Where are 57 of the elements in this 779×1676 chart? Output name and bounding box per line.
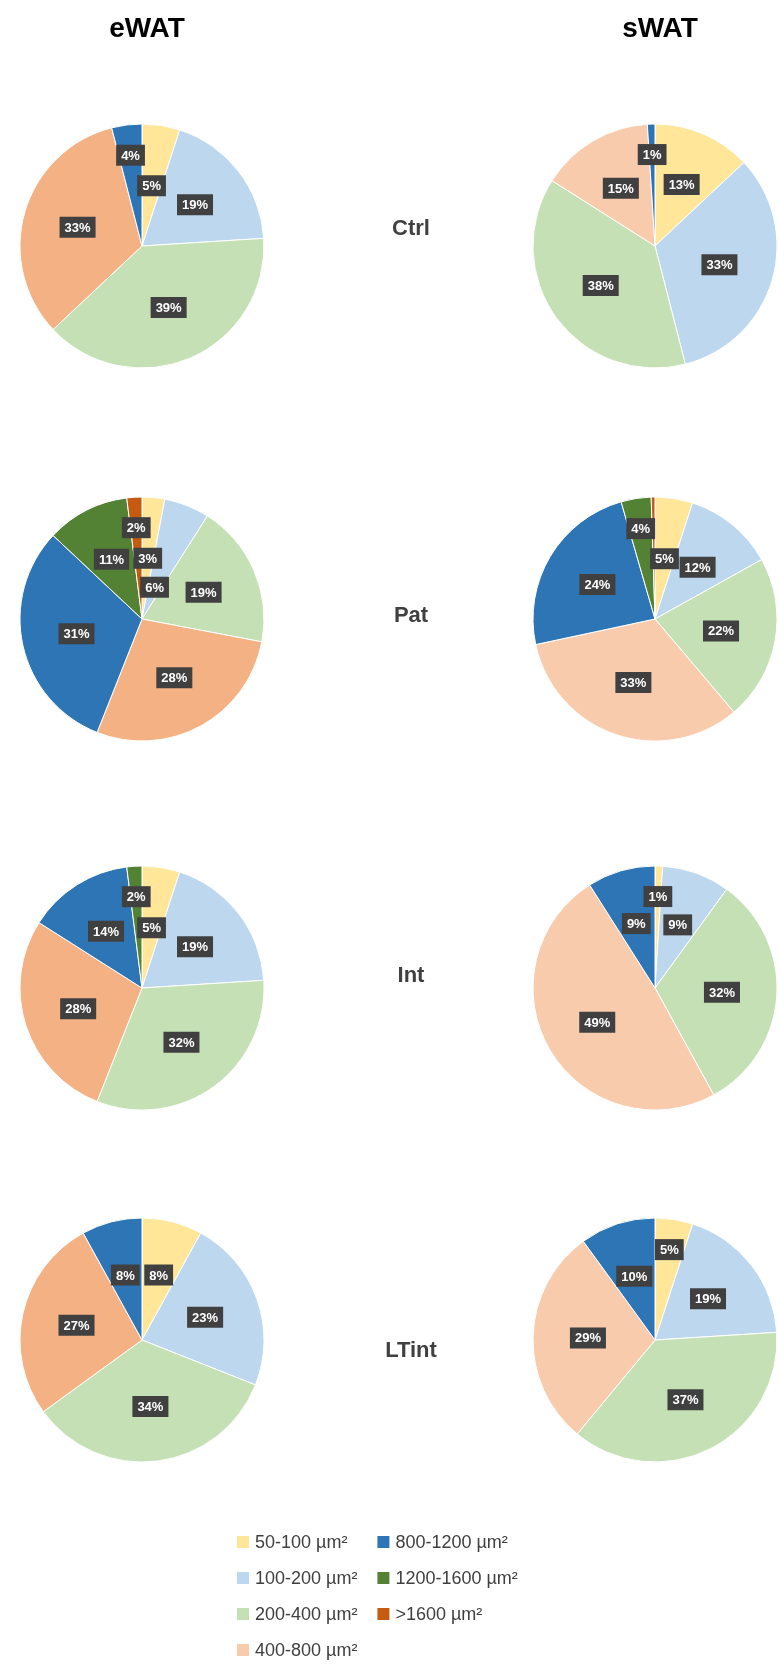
data-label: 28% xyxy=(161,670,188,686)
data-label: 11% xyxy=(98,551,125,567)
data-label: 19% xyxy=(695,1291,722,1307)
data-label: 5% xyxy=(655,551,675,567)
data-label: 27% xyxy=(63,1317,90,1333)
data-label: 37% xyxy=(672,1392,699,1408)
data-label: 33% xyxy=(620,675,647,691)
data-label: 23% xyxy=(192,1309,219,1325)
data-label: 4% xyxy=(121,147,141,163)
data-label: 33% xyxy=(64,219,92,235)
data-label: 24% xyxy=(584,577,611,593)
data-label: 39% xyxy=(155,300,183,316)
data-label: 19% xyxy=(182,939,209,955)
data-label: 13% xyxy=(668,176,696,192)
legend-label: >1600 µm² xyxy=(395,1604,483,1624)
data-label: 9% xyxy=(626,916,647,932)
data-label: 38% xyxy=(587,277,615,293)
legend-label: 50-100 µm² xyxy=(255,1532,348,1552)
data-label: 32% xyxy=(708,984,736,1000)
data-label: 4% xyxy=(631,521,651,537)
data-label: 6% xyxy=(145,579,165,595)
data-label: 32% xyxy=(168,1034,195,1050)
data-label: 5% xyxy=(659,1242,680,1258)
legend-label: 1200-1600 µm² xyxy=(395,1568,518,1588)
data-label: 28% xyxy=(65,1001,92,1017)
data-label: 49% xyxy=(584,1014,611,1030)
data-label: 2% xyxy=(126,889,147,905)
data-label: 5% xyxy=(142,920,162,936)
data-label: 12% xyxy=(684,559,712,575)
data-label: 15% xyxy=(607,180,635,196)
data-label: 10% xyxy=(621,1268,648,1284)
data-label: 1% xyxy=(642,147,662,163)
data-label: 8% xyxy=(149,1267,169,1283)
legend-label: 100-200 µm² xyxy=(255,1568,358,1588)
data-label: 14% xyxy=(93,923,120,939)
data-label: 8% xyxy=(115,1267,136,1283)
text: Int xyxy=(397,961,426,987)
data-label: 29% xyxy=(574,1330,602,1346)
data-label: 9% xyxy=(668,917,688,933)
data-label: 3% xyxy=(138,550,158,566)
data-label: 5% xyxy=(142,178,162,194)
text: LTint xyxy=(385,1336,438,1362)
data-label: 19% xyxy=(190,584,218,600)
data-label: 33% xyxy=(706,257,733,273)
data-label: 31% xyxy=(63,626,90,642)
data-label: 19% xyxy=(182,197,209,213)
legend-label: 400-800 µm² xyxy=(255,1640,358,1660)
text: Ctrl xyxy=(392,214,430,240)
data-label: 34% xyxy=(137,1399,164,1415)
data-label: 1% xyxy=(648,889,668,905)
text: Pat xyxy=(393,601,429,627)
legend-label: 800-1200 µm² xyxy=(395,1532,508,1552)
chart-title: eWAT xyxy=(109,11,185,43)
chart-title: sWAT xyxy=(622,11,698,43)
data-label: 2% xyxy=(126,520,147,536)
legend-label: 200-400 µm² xyxy=(255,1604,358,1624)
data-label: 22% xyxy=(708,623,735,639)
